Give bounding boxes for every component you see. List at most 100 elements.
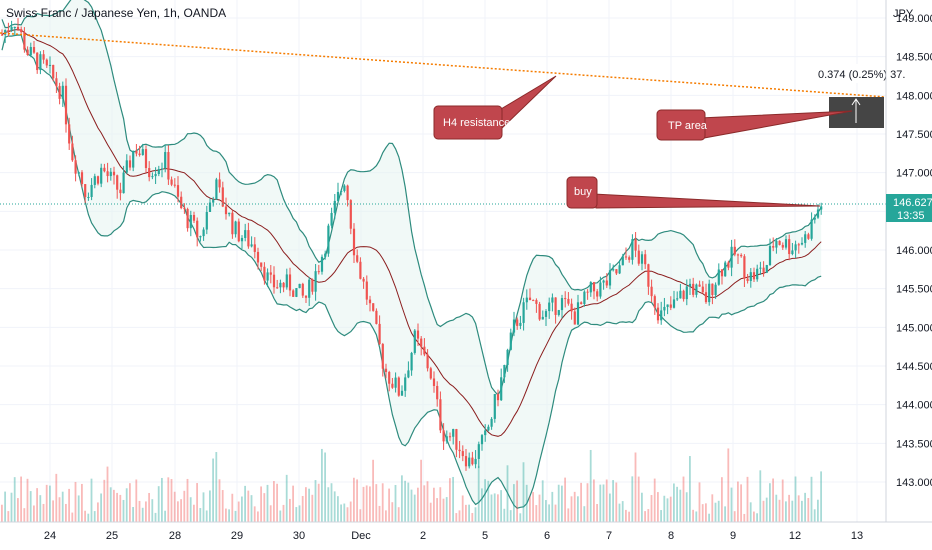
volume-bar [106,466,109,522]
candle-body [551,297,554,303]
volume-bar [260,486,262,522]
volume-bar [724,506,726,522]
candle-body [765,265,768,273]
tp-area-label: TP area [668,120,708,132]
candle-body [743,256,746,279]
candle-body [397,377,400,396]
h4-resistance-callout[interactable]: H4 resistance [433,75,557,140]
volume-bar [333,491,336,522]
buy-callout[interactable]: buy [566,176,821,209]
volume-bar [378,505,381,522]
volume-bar [497,494,499,522]
candle-body [410,352,413,371]
candle-body [791,250,794,255]
volume-bar [234,510,237,522]
volume-bar [237,501,240,522]
volume-bar [250,495,253,522]
volume-bar [788,494,790,522]
candle-body [138,153,141,155]
price-axis[interactable]: JPY 149.000 148.500 148.000 147.500 147.000 1… [885,0,932,522]
candle-body [20,29,23,33]
volume-bar [538,494,541,522]
candle-body [330,212,333,226]
last-price-tag [886,194,932,222]
volume-bar [81,483,83,522]
bollinger-basis-line [1,29,822,437]
time-axis[interactable]: 24 25 28 29 30 Dec 2 5 6 7 8 9 12 13 [0,521,932,542]
volume-bar [810,476,813,522]
candle-body [660,310,663,321]
candle-body [532,300,535,302]
candle-body [724,262,727,277]
volume-bar [609,493,611,522]
volume-bar [628,511,630,522]
candle-body [349,200,352,229]
volume-bar [676,486,678,522]
volume-bar [650,495,653,522]
candle-body [711,283,714,296]
volume-bar [391,502,394,522]
time-tick-label: 6 [544,530,550,542]
volume-bar [452,476,454,522]
candle-body [676,298,679,300]
candle-body [112,171,116,176]
price-tick-label: 146.000 [896,245,932,257]
candle-body [176,185,180,197]
h4-resistance-line[interactable] [0,32,887,98]
volume-bar [29,491,32,522]
candle-body [7,30,10,32]
volume-bar [65,503,67,522]
candle-body [701,286,704,293]
candle-body [525,297,528,303]
tp-area-callout[interactable]: TP area [656,109,853,141]
candle-body [253,244,256,252]
candle-body [560,298,564,311]
volume-bar [55,473,58,522]
candle-body [708,283,711,303]
candle-body [820,206,823,210]
volume-bar [186,478,189,522]
volume-bar [468,504,470,522]
chart-title: Swiss Franc / Japanese Yen, 1h, OANDA [6,6,227,20]
candle-body [775,240,778,248]
volume-bar [119,494,122,522]
candle-body [372,303,375,311]
candle-body [564,298,567,300]
candle-body [180,196,183,209]
currency-label: JPY [893,8,914,20]
candle-body [394,377,397,388]
measure-arrow-icon [851,98,861,106]
candle-body [106,171,109,177]
candle-body [324,253,327,257]
volume-bar [727,448,730,522]
candle-body [128,160,132,168]
candle-body [96,176,100,184]
candle-body [196,220,199,238]
candle-body [797,244,800,246]
volume-bar [522,462,525,522]
volume-bar [116,492,118,522]
candle-body [391,383,394,388]
candle-body [36,52,39,71]
last-price-value: 146.627 [893,197,932,209]
candle-body [788,239,791,255]
candle-body [762,267,765,273]
volume-bar [90,478,93,522]
candle-body [61,85,64,99]
candle-body [804,234,807,243]
candle-body [285,274,288,288]
volume-bar [711,494,714,522]
volume-bar [701,504,704,522]
bollinger-lower-band [1,34,822,509]
volume-bar [231,493,234,522]
volume-bar [404,480,406,522]
candle-body [692,283,695,295]
volume-bar [439,487,442,522]
volume-bar [458,510,461,522]
volume-bar [765,497,768,522]
tp-callout-box [656,109,706,141]
volume-bar [218,479,221,522]
volume-bar [490,494,493,522]
candle-body [215,179,218,200]
